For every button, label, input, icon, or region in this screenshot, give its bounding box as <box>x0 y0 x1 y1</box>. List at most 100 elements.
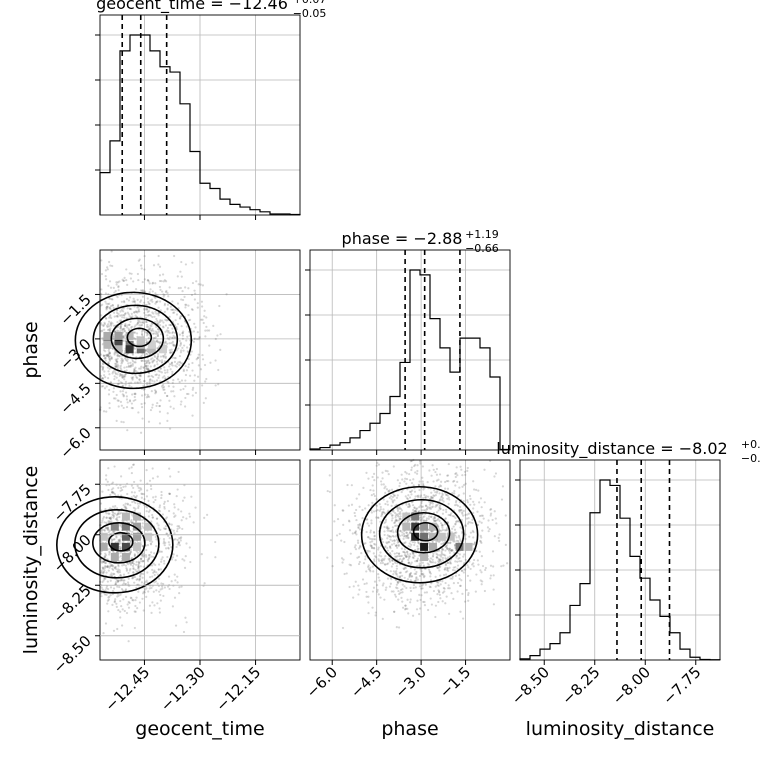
sample-point <box>396 554 399 558</box>
sample-point <box>120 578 123 581</box>
sample-point <box>358 547 361 550</box>
sample-point <box>412 508 415 512</box>
sample-point <box>158 374 161 377</box>
x-tick-label: −8.25 <box>558 663 603 708</box>
sample-point <box>114 289 117 293</box>
sample-point <box>144 588 147 591</box>
sample-point <box>181 337 184 340</box>
sample-point <box>143 591 146 594</box>
sample-point <box>129 562 132 565</box>
sample-point <box>138 324 141 327</box>
sample-point <box>404 608 407 611</box>
sample-point <box>414 510 418 514</box>
sample-point <box>445 510 448 514</box>
sample-point <box>157 524 160 527</box>
density-cell <box>121 542 130 551</box>
sample-point <box>396 479 399 482</box>
sample-point <box>138 489 141 492</box>
sample-point <box>150 520 153 523</box>
sample-point <box>158 506 161 509</box>
sample-point <box>158 300 162 303</box>
sample-point <box>349 564 353 567</box>
sample-point <box>123 316 126 319</box>
title-sup: +0.14 <box>741 438 760 451</box>
density-cell <box>133 522 142 531</box>
sample-point <box>185 369 189 372</box>
sample-point <box>106 354 109 358</box>
sample-point <box>163 388 166 391</box>
sample-point <box>165 516 169 519</box>
sample-point <box>402 532 406 535</box>
sample-point <box>172 407 175 410</box>
sample-point <box>155 571 158 574</box>
sample-point <box>115 518 118 521</box>
sample-point <box>401 587 404 591</box>
sample-point <box>113 573 116 576</box>
sample-point <box>182 387 185 391</box>
sample-point <box>386 503 389 506</box>
sample-point <box>201 353 204 357</box>
sample-point <box>425 519 428 522</box>
sample-point <box>374 543 377 546</box>
sample-point <box>451 549 454 552</box>
sample-point <box>104 622 108 625</box>
sample-point <box>151 467 154 470</box>
sample-point <box>390 488 394 491</box>
sample-point <box>381 558 384 561</box>
sample-point <box>178 360 182 363</box>
sample-point <box>130 406 133 410</box>
sample-point <box>100 571 103 574</box>
sample-point <box>391 517 394 520</box>
sample-point <box>391 534 394 538</box>
sample-point <box>347 519 351 522</box>
sample-point <box>418 510 421 513</box>
sample-point <box>103 567 106 570</box>
sample-point <box>148 479 152 482</box>
sample-point <box>467 599 470 602</box>
sample-point <box>163 527 166 530</box>
sample-point <box>173 336 177 339</box>
sample-point <box>455 554 458 558</box>
sample-point <box>105 516 108 519</box>
sample-point <box>454 520 458 524</box>
sample-point <box>377 558 380 561</box>
sample-point <box>405 536 408 539</box>
sample-point <box>373 555 377 558</box>
sample-point <box>391 500 394 503</box>
sample-point <box>100 595 103 598</box>
sample-point <box>116 570 120 573</box>
sample-point <box>458 486 461 489</box>
sample-point <box>401 574 404 577</box>
sample-point <box>181 290 184 293</box>
sample-point <box>413 579 416 583</box>
sample-point <box>453 504 457 507</box>
sample-point <box>155 379 159 382</box>
sample-point <box>399 571 402 574</box>
sample-point <box>142 366 145 369</box>
sample-point <box>107 354 110 357</box>
sample-point <box>423 603 427 607</box>
sample-point <box>336 517 340 521</box>
sample-point <box>122 310 125 313</box>
sample-point <box>176 538 179 542</box>
sample-point <box>166 337 169 340</box>
sample-point <box>446 474 450 477</box>
sample-point <box>107 598 110 601</box>
sample-point <box>166 342 169 345</box>
sample-point <box>159 288 162 291</box>
sample-point <box>102 349 106 352</box>
sample-point <box>454 484 457 487</box>
sample-point <box>438 529 442 532</box>
sample-point <box>108 553 111 556</box>
sample-point <box>104 275 107 278</box>
sample-point <box>100 569 103 572</box>
sample-point <box>401 558 404 561</box>
sample-point <box>406 551 409 554</box>
sample-point <box>164 324 168 327</box>
sample-point <box>138 561 141 565</box>
sample-point <box>441 528 445 531</box>
sample-point <box>469 521 472 524</box>
sample-point <box>126 581 130 584</box>
sample-point <box>177 470 180 474</box>
sample-point <box>454 523 457 526</box>
